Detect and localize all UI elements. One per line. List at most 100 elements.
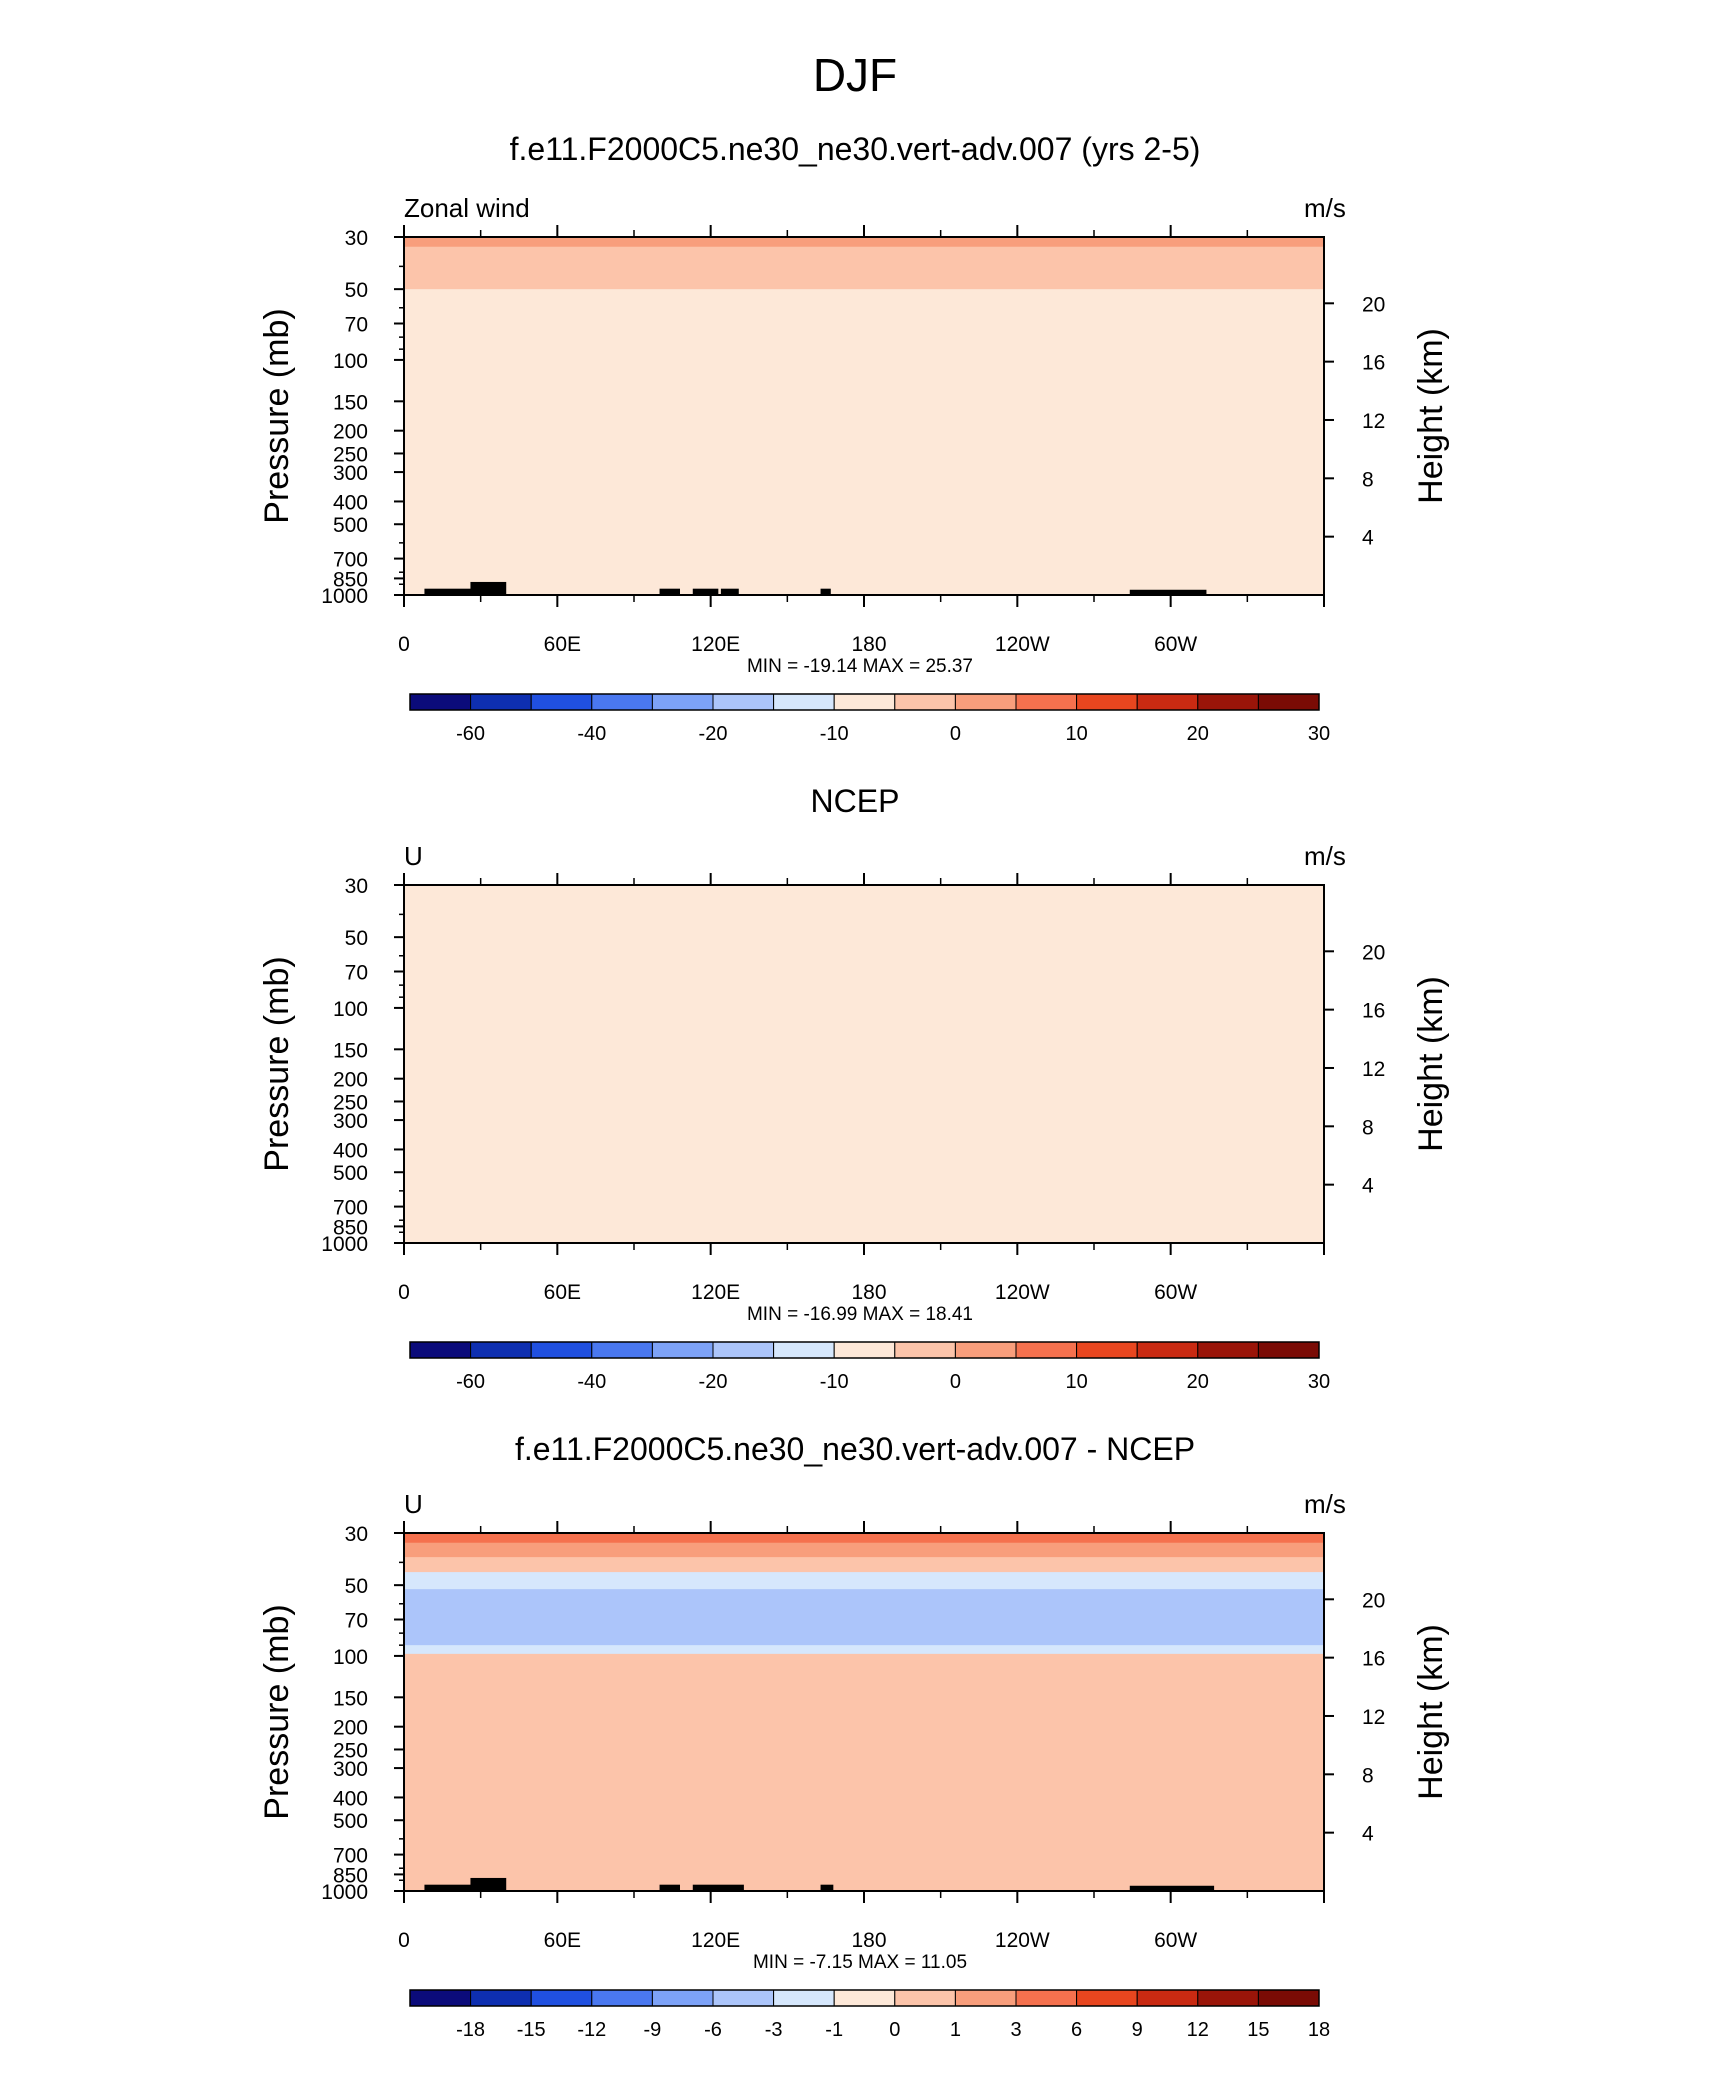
contour-band (404, 237, 1324, 247)
colorbar-swatch (530, 1989, 593, 2007)
y-tick-label: 250 (333, 1739, 368, 1762)
y-tick-label: 30 (345, 875, 368, 898)
colorbar-label: -1 (825, 2019, 843, 2041)
topography-mask (424, 588, 476, 595)
y-tick-label: 150 (333, 1039, 368, 1062)
colorbar-label: -40 (577, 723, 606, 745)
colorbar-label: 20 (1187, 723, 1209, 745)
colorbar-label: -3 (765, 2019, 783, 2041)
x-tick-label: 120E (691, 1929, 740, 1952)
colorbar-frame (409, 693, 1320, 711)
y2-axis-title: Height (km) (1412, 1624, 1450, 1800)
colorbar-swatch (470, 693, 532, 711)
topography-mask (820, 588, 831, 595)
colorbar-label: -20 (699, 723, 728, 745)
colorbar-swatch (1076, 1989, 1138, 2007)
colorbar-swatch (954, 1989, 1017, 2007)
topography-mask (820, 1884, 834, 1891)
y-tick-label: 400 (333, 491, 368, 514)
colorbar-swatch (712, 1989, 775, 2007)
colorbar-swatch (530, 1341, 593, 1359)
colorbar-label: 0 (889, 2019, 900, 2041)
topography-mask (1129, 589, 1207, 595)
y-tick-label: 70 (345, 1610, 368, 1633)
y-tick-label: 850 (333, 1216, 368, 1239)
x-tick-label: 0 (398, 1929, 410, 1952)
topography-mask (720, 588, 739, 595)
colorbar-label: 12 (1187, 2019, 1209, 2041)
figure-title: DJF (812, 49, 898, 101)
contour-background (404, 237, 1324, 595)
contour-background (404, 885, 1324, 1243)
colorbar-swatch (1136, 1989, 1199, 2007)
colorbar-swatch (833, 1341, 896, 1359)
colorbar-swatch (651, 1341, 714, 1359)
x-tick-label: 120E (691, 1281, 740, 1304)
y-tick-label: 50 (345, 927, 368, 950)
colorbar-swatch (591, 1989, 653, 2007)
colorbar-swatch (409, 1989, 472, 2007)
contour-band (404, 1533, 1324, 1543)
colorbar-frame (409, 1989, 1320, 2007)
colorbar-label: -10 (820, 1371, 849, 1393)
x-tick-label: 60E (544, 1929, 581, 1952)
colorbar-swatch (1197, 693, 1259, 711)
y-tick-label: 100 (333, 1646, 368, 1669)
y-tick-label: 300 (333, 1110, 368, 1133)
topography-mask (659, 588, 680, 595)
x-tick-label: 180 (851, 633, 886, 656)
colorbar-label: -12 (577, 2019, 606, 2041)
x-tick-label: 60W (1154, 633, 1197, 656)
y-tick-label: 700 (333, 1845, 368, 1868)
y2-tick-label: 12 (1362, 410, 1385, 433)
colorbar-label: -60 (456, 723, 485, 745)
y-tick-label: 500 (333, 1810, 368, 1833)
panel-title: f.e11.F2000C5.ne30_ne30.vert-adv.007 - N… (515, 1431, 1195, 1467)
colorbar: -18 -15 -12 -9 -6 -3 -1 0 1 3 6 9 12 15 18 (409, 1989, 1330, 2041)
y2-tick-label: 16 (1362, 352, 1385, 375)
y-tick-label: 200 (333, 1069, 368, 1092)
x-tick-label: 180 (851, 1281, 886, 1304)
colorbar-swatch (409, 1341, 472, 1359)
x-tick-label: 120W (995, 633, 1050, 656)
x-tick-label: 120E (691, 633, 740, 656)
y-tick-label: 400 (333, 1787, 368, 1810)
y-tick-label: 500 (333, 1162, 368, 1185)
panel-title: f.e11.F2000C5.ne30_ne30.vert-adv.007 (yr… (510, 131, 1201, 167)
colorbar-swatch (530, 693, 593, 711)
y-tick-label: 500 (333, 514, 368, 537)
x-tick-label: 0 (398, 633, 410, 656)
colorbar-label: 6 (1071, 2019, 1082, 2041)
y2-tick-label: 4 (1362, 527, 1374, 550)
colorbar-label: 18 (1308, 2019, 1330, 2041)
colorbar-swatch (712, 1341, 775, 1359)
y-tick-label: 250 (333, 1091, 368, 1114)
y2-tick-label: 8 (1362, 1764, 1374, 1787)
colorbar-swatch (1257, 1341, 1320, 1359)
colorbar-label: 10 (1065, 723, 1087, 745)
x-tick-label: 0 (398, 1281, 410, 1304)
topography-mask (692, 1884, 744, 1891)
colorbar: -60 -40 -20 -10 0 10 20 30 (409, 1341, 1330, 1393)
colorbar-label: 0 (950, 723, 961, 745)
colorbar-label: 20 (1187, 1371, 1209, 1393)
y-tick-label: 1000 (321, 585, 368, 608)
x-tick-label: 60E (544, 1281, 581, 1304)
contour-band (404, 1645, 1324, 1654)
colorbar-swatch (591, 693, 653, 711)
y-tick-label: 850 (333, 568, 368, 591)
colorbar-swatch (1136, 1341, 1199, 1359)
y2-tick-label: 16 (1362, 1000, 1385, 1023)
colorbar-swatch (1257, 693, 1320, 711)
colorbar-swatch (954, 1341, 1017, 1359)
chart-panel-1: f.e11.F2000C5.ne30_ne30.vert-adv.007 (yr… (258, 131, 1450, 745)
y-tick-label: 200 (333, 1717, 368, 1740)
y-tick-label: 250 (333, 443, 368, 466)
min-max-stats: MIN = -16.99 MAX = 18.41 (747, 1304, 973, 1325)
colorbar-label: -60 (456, 1371, 485, 1393)
colorbar-swatch (651, 1989, 714, 2007)
colorbar-swatch (894, 693, 956, 711)
y-tick-label: 150 (333, 1687, 368, 1710)
